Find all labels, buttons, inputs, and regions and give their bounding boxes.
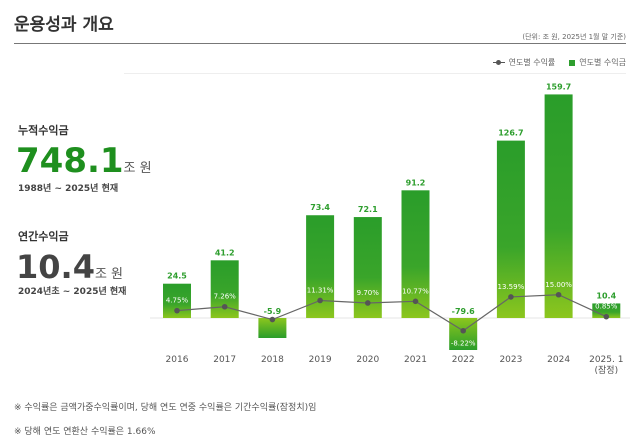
x-tick-label: (잠정) bbox=[595, 365, 619, 376]
bar bbox=[544, 94, 573, 318]
annual-period: 2024년초 ~ 2025년 현재 bbox=[18, 287, 127, 297]
legend-label: 연도별 수익금 bbox=[579, 58, 626, 67]
rate-value-label: 13.59% bbox=[498, 283, 525, 291]
footnote: ※ 수익률은 금액가중수익률이며, 당해 연도 연중 수익률은 기간수익률(잠정… bbox=[14, 403, 317, 413]
bar-value-label: -5.9 bbox=[264, 307, 282, 316]
legend-item-rate: 연도별 수익률 bbox=[492, 57, 556, 68]
bar bbox=[496, 140, 525, 318]
rate-value-label: 0.85% bbox=[595, 303, 618, 311]
cumulative-unit: 조 원 bbox=[123, 161, 152, 176]
cumulative-label: 누적수익금 bbox=[18, 124, 69, 137]
rate-point bbox=[174, 307, 180, 314]
divider bbox=[14, 43, 626, 44]
annual-label: 연간수익금 bbox=[18, 230, 69, 243]
annual-unit: 조 원 bbox=[94, 267, 124, 282]
legend: 연도별 수익률 연도별 수익금 bbox=[492, 57, 626, 68]
rate-point bbox=[269, 316, 276, 323]
bar-marker-icon bbox=[569, 59, 576, 66]
bar-value-label: 73.4 bbox=[310, 203, 330, 212]
x-tick-label: 2018 bbox=[261, 355, 284, 365]
legend-label: 연도별 수익률 bbox=[508, 58, 556, 67]
bar-value-label: 24.5 bbox=[167, 272, 187, 281]
rate-line bbox=[176, 294, 607, 332]
x-tick-label: 2017 bbox=[213, 355, 236, 365]
rate-value-label: 10.77% bbox=[402, 287, 429, 295]
annual-number: 10.4 bbox=[16, 248, 95, 286]
bar bbox=[258, 318, 287, 338]
footnote: ※ 당해 연도 연환산 수익률은 1.66% bbox=[14, 427, 156, 437]
rate-value-label: 7.26% bbox=[214, 293, 237, 301]
legend-item-amount: 연도별 수익금 bbox=[569, 57, 626, 68]
rate-value-label: -8.22% bbox=[451, 340, 476, 348]
chart: 24.5 2016 41.2 2017 -5.9 2018 73.4 2019 72.1 2020… bbox=[150, 82, 630, 376]
bar-value-label: 159.7 bbox=[546, 82, 571, 91]
unit-note: (단위: 조 원, 2025년 1월 말 기준) bbox=[522, 33, 626, 41]
rate-value-label: 15.00% bbox=[545, 281, 572, 289]
cumulative-value: 748.1조 원 bbox=[16, 144, 152, 178]
rate-point bbox=[555, 291, 562, 298]
bar bbox=[592, 303, 621, 318]
divider bbox=[124, 73, 626, 74]
x-tick-label: 2016 bbox=[166, 355, 189, 365]
rate-point bbox=[603, 313, 610, 320]
rate-value-label: 4.75% bbox=[166, 297, 189, 305]
rate-point bbox=[317, 297, 323, 304]
bar-value-label: -79.6 bbox=[452, 307, 475, 316]
x-tick-label: 2020 bbox=[356, 355, 379, 365]
x-tick-label: 2019 bbox=[309, 355, 332, 365]
bar-value-label: 126.7 bbox=[498, 129, 523, 138]
bar-value-label: 41.2 bbox=[215, 248, 235, 257]
x-tick-label: 2024 bbox=[547, 355, 570, 365]
x-tick-label: 2022 bbox=[452, 355, 475, 365]
rate-value-label: 11.31% bbox=[307, 286, 334, 294]
rate-point bbox=[221, 303, 228, 310]
bar bbox=[449, 318, 478, 350]
page-title: 운용성과 개요 bbox=[14, 15, 114, 35]
rate-point bbox=[460, 327, 467, 334]
bar-value-label: 72.1 bbox=[358, 205, 378, 214]
x-tick-label: 2021 bbox=[404, 355, 427, 365]
rate-value-label: 9.70% bbox=[357, 289, 380, 297]
cumulative-number: 748.1 bbox=[16, 141, 124, 181]
line-marker-icon bbox=[492, 59, 505, 65]
x-tick-label: 2025. 1 bbox=[589, 355, 623, 365]
rate-point bbox=[508, 294, 514, 300]
rate-point bbox=[365, 300, 371, 306]
x-tick-label: 2023 bbox=[499, 355, 522, 365]
bar-value-label: 10.4 bbox=[596, 291, 616, 300]
bar-value-label: 91.2 bbox=[406, 178, 426, 187]
bar bbox=[401, 190, 430, 318]
cumulative-period: 1988년 ~ 2025년 현재 bbox=[18, 184, 119, 194]
rate-point bbox=[412, 298, 419, 305]
annual-value: 10.4조 원 bbox=[16, 251, 123, 283]
